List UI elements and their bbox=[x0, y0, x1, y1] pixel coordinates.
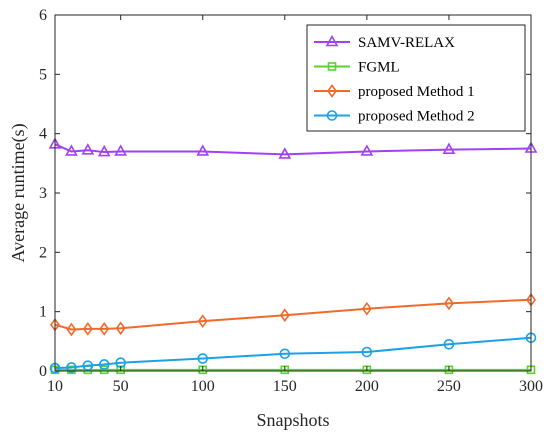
y-axis-label: Average runtime(s) bbox=[8, 123, 29, 262]
data-point bbox=[361, 346, 373, 358]
data-point bbox=[82, 322, 93, 336]
data-point bbox=[279, 348, 291, 360]
legend-label: proposed Method 1 bbox=[358, 84, 475, 100]
data-point bbox=[197, 353, 209, 364]
data-point bbox=[361, 301, 372, 316]
legend-label: SAMV-RELAX bbox=[358, 35, 455, 51]
series-line bbox=[54, 143, 532, 156]
data-point bbox=[443, 338, 455, 350]
legend-items: SAMV-RELAX FGML proposed Method 1 proposed … bbox=[314, 34, 475, 125]
x-tick-label: 150 bbox=[273, 378, 297, 395]
data-point bbox=[278, 147, 292, 159]
data-point bbox=[97, 144, 111, 157]
data-point bbox=[98, 359, 110, 370]
series-line bbox=[54, 298, 532, 331]
y-tick-label: 1 bbox=[39, 304, 47, 321]
legend-item: proposed Method 2 bbox=[314, 109, 475, 125]
legend: SAMV-RELAX FGML proposed Method 1 proposed … bbox=[306, 24, 526, 132]
data-point bbox=[66, 322, 77, 337]
data-point bbox=[81, 143, 95, 155]
data-point bbox=[65, 144, 78, 156]
x-axis-label: Snapshots bbox=[256, 410, 329, 430]
legend-label: proposed Method 2 bbox=[358, 109, 475, 125]
legend-swatch-marker bbox=[325, 34, 339, 47]
y-tick-label: 5 bbox=[39, 66, 47, 83]
data-point bbox=[196, 144, 210, 156]
data-point bbox=[99, 365, 109, 375]
data-point bbox=[443, 296, 454, 311]
data-point bbox=[360, 144, 374, 156]
legend-item: FGML bbox=[314, 60, 400, 76]
y-tick-label: 3 bbox=[39, 185, 47, 202]
data-point bbox=[82, 360, 94, 371]
legend-swatch-marker bbox=[327, 84, 337, 98]
y-tick-label: 4 bbox=[39, 126, 47, 143]
series-line bbox=[54, 336, 532, 370]
legend-item: proposed Method 1 bbox=[314, 84, 475, 100]
x-tick-label: 100 bbox=[191, 378, 215, 395]
x-tick-label: 250 bbox=[437, 378, 461, 395]
x-tick-label: 300 bbox=[519, 378, 543, 395]
legend-swatch-marker bbox=[327, 62, 337, 71]
data-point bbox=[114, 144, 128, 156]
x-tick-label: 10 bbox=[47, 378, 63, 395]
data-point bbox=[115, 321, 126, 336]
legend-swatch-marker bbox=[326, 110, 338, 121]
legend-label: FGML bbox=[358, 60, 400, 76]
data-point bbox=[197, 314, 208, 329]
legend-item: SAMV-RELAX bbox=[314, 34, 455, 51]
data-point bbox=[66, 362, 77, 373]
data-point bbox=[99, 322, 110, 336]
y-tick-label: 6 bbox=[39, 7, 47, 24]
data-point bbox=[442, 142, 456, 154]
y-tick-label: 2 bbox=[39, 244, 47, 261]
x-tick-label: 50 bbox=[113, 378, 129, 395]
tick-layer: 10 50 100 150 200 250 300 0 1 2 3 4 5 6 bbox=[39, 7, 543, 395]
x-tick-label: 200 bbox=[355, 378, 379, 395]
data-point bbox=[279, 308, 290, 323]
y-tick-label: 0 bbox=[39, 363, 47, 380]
